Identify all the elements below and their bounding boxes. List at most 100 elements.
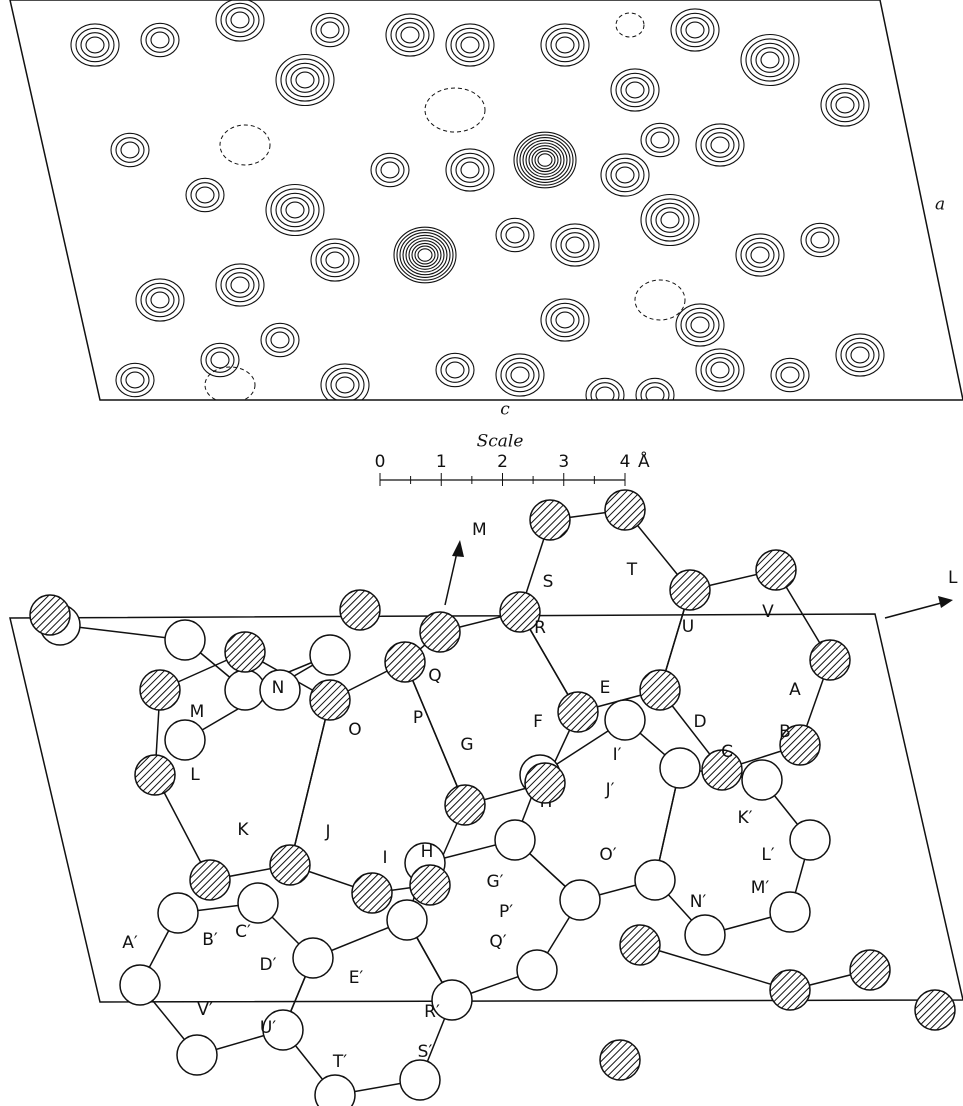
contour <box>386 14 434 56</box>
atom-label: C <box>721 742 733 762</box>
atom-label: I′ <box>613 745 622 765</box>
atom <box>770 970 810 1010</box>
contour <box>661 212 679 228</box>
atom <box>810 640 850 680</box>
contour <box>496 218 534 251</box>
scale-bar: 01234Å <box>375 450 650 486</box>
contour <box>566 237 584 253</box>
atom <box>140 670 180 710</box>
atom <box>225 632 265 672</box>
atom-label: O′ <box>599 845 616 865</box>
contour <box>456 158 484 183</box>
contour <box>321 22 339 38</box>
scale-label: 3 <box>558 452 569 472</box>
contour <box>851 347 869 363</box>
scale-unit: Å <box>638 450 650 472</box>
arrow-head <box>452 540 464 557</box>
contour <box>496 354 544 396</box>
contour <box>326 368 364 401</box>
contour <box>211 352 229 368</box>
contour <box>126 372 144 388</box>
bond <box>290 700 330 865</box>
contour <box>551 308 579 333</box>
atom-label: J′ <box>605 780 615 800</box>
atom <box>742 760 782 800</box>
atom <box>525 763 565 803</box>
atom <box>293 938 333 978</box>
contour <box>681 18 709 43</box>
contour <box>701 353 739 386</box>
contour <box>400 233 450 278</box>
contour <box>71 24 119 66</box>
atom-label: B′ <box>202 930 218 950</box>
contour <box>216 264 264 306</box>
contour <box>641 195 699 246</box>
contour <box>517 135 573 185</box>
scale-label: 4 <box>620 452 631 472</box>
atom-label: N′ <box>690 892 707 912</box>
contour <box>86 37 104 53</box>
contour <box>556 228 594 261</box>
contour <box>611 163 639 188</box>
zero-contour <box>220 125 270 165</box>
atom <box>352 873 392 913</box>
contour <box>821 84 869 126</box>
arrow-head <box>938 596 953 608</box>
contour <box>296 72 314 88</box>
atom-label: L′ <box>761 845 774 865</box>
contour <box>561 233 589 258</box>
contour <box>116 138 144 163</box>
contour <box>391 18 429 51</box>
contour <box>311 13 349 46</box>
contour <box>436 353 474 386</box>
atom <box>600 1040 640 1080</box>
contour <box>111 133 149 166</box>
atom-label: C′ <box>235 922 251 942</box>
atom <box>135 755 175 795</box>
contour <box>446 362 464 378</box>
contour <box>76 28 114 61</box>
contour <box>121 142 139 158</box>
atom-label: Q <box>428 666 441 686</box>
contour <box>746 243 774 268</box>
contour <box>616 73 654 106</box>
contour <box>409 241 441 270</box>
contour <box>741 238 779 271</box>
contour <box>641 123 679 156</box>
contour <box>711 362 729 378</box>
contour <box>151 292 169 308</box>
contour <box>681 308 719 341</box>
zero-contour <box>425 88 485 132</box>
atom-label: P′ <box>499 902 513 922</box>
atom <box>640 670 680 710</box>
contour <box>216 0 264 41</box>
atom-label: M <box>190 702 205 722</box>
contour <box>191 183 219 208</box>
atom-label: V <box>762 602 774 622</box>
atom-label: A′ <box>122 933 138 953</box>
contour <box>836 97 854 113</box>
contour <box>146 288 174 313</box>
contour <box>532 148 558 171</box>
contour <box>551 224 599 266</box>
contour <box>401 27 419 43</box>
contour <box>626 82 644 98</box>
contour <box>751 247 769 263</box>
atom-label: D <box>693 712 706 732</box>
contour <box>271 332 289 348</box>
contour <box>586 378 624 411</box>
contour <box>321 248 349 273</box>
contour <box>641 383 669 408</box>
contour <box>511 367 529 383</box>
contour <box>611 69 659 111</box>
contour <box>286 63 324 96</box>
contour <box>461 37 479 53</box>
contour <box>836 334 884 376</box>
atom-label: K′ <box>737 808 752 828</box>
contour <box>311 239 359 281</box>
atom-label: Q′ <box>489 932 506 952</box>
contour <box>506 363 534 388</box>
atom <box>770 892 810 932</box>
contour <box>746 39 794 81</box>
atom-label: G <box>460 735 473 755</box>
